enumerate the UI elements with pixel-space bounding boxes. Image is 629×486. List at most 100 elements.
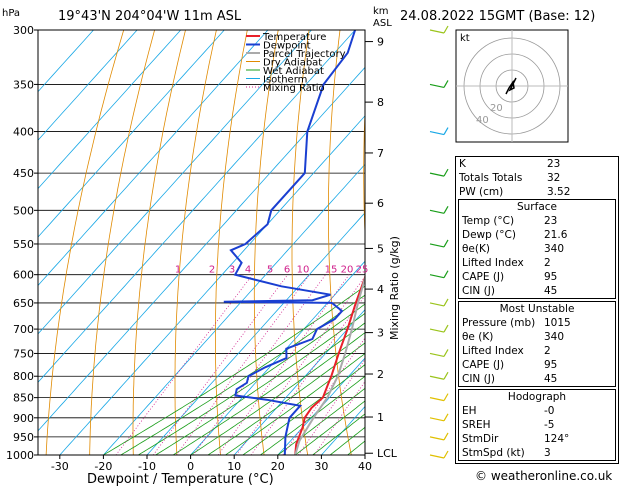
wind-barb bbox=[429, 172, 445, 177]
mixing-ratio-line bbox=[217, 274, 350, 455]
wind-barb bbox=[429, 375, 445, 380]
wind-barb bbox=[429, 209, 445, 214]
mu-value: 1015 bbox=[544, 317, 571, 329]
wind-barb-flag bbox=[443, 393, 449, 401]
surface-value: 95 bbox=[544, 271, 558, 283]
hodograph-table-title: Hodograph bbox=[507, 391, 567, 403]
mixing-ratio-label: 15 bbox=[325, 265, 338, 276]
mixing-ratio-label: 3 bbox=[229, 265, 235, 276]
wet-adiabat bbox=[225, 352, 365, 455]
km-tick-label: 4 bbox=[377, 283, 384, 296]
index-value: 23 bbox=[547, 158, 561, 170]
pressure-tick-label: 950 bbox=[13, 431, 34, 444]
mu-label: Lifted Index bbox=[462, 345, 524, 357]
hodograph-unit-label: kt bbox=[460, 33, 470, 44]
dry-adiabat bbox=[132, 30, 186, 455]
mixing-ratio-label: 1 bbox=[175, 265, 181, 276]
legend-label: Isotherm bbox=[263, 75, 307, 86]
mixing-ratio-line bbox=[192, 274, 326, 455]
wind-barb-flag bbox=[443, 270, 449, 278]
wet-adiabat bbox=[172, 322, 365, 455]
hodo-row: SREH -5 bbox=[459, 418, 615, 432]
wind-barb bbox=[429, 454, 445, 459]
wind-barb bbox=[429, 29, 445, 34]
km-tick-label: LCL bbox=[377, 447, 398, 460]
dry-adiabat bbox=[214, 30, 248, 455]
wind-barb bbox=[429, 328, 445, 333]
mu-row: CIN (J) 45 bbox=[459, 372, 615, 386]
surface-row: θe(K) 340 bbox=[459, 242, 615, 256]
mu-label: θe (K) bbox=[462, 331, 494, 343]
dry-adiabat bbox=[363, 103, 365, 242]
surface-label: CAPE (J) bbox=[462, 271, 505, 283]
x-axis-title: Dewpoint / Temperature (°C) bbox=[87, 472, 274, 486]
mu-label: CIN (J) bbox=[462, 373, 495, 385]
hodo-label: StmSpd (kt) bbox=[462, 447, 525, 459]
most-unstable-section: Most Unstable Pressure (mb) 1015 θe (K) 340… bbox=[458, 301, 616, 387]
most-unstable-title: Most Unstable bbox=[499, 303, 575, 315]
wind-barb bbox=[429, 302, 445, 307]
pressure-tick-label: 750 bbox=[13, 347, 34, 360]
wind-barb-flag bbox=[443, 168, 449, 177]
mu-row: Pressure (mb) 1015 bbox=[459, 316, 615, 330]
isotherm bbox=[38, 30, 356, 383]
surface-label: CIN (J) bbox=[462, 285, 495, 297]
mu-row: CAPE (J) 95 bbox=[459, 358, 615, 372]
surface-row: CAPE (J) 95 bbox=[459, 270, 615, 284]
mixing-ratio-axis-title: Mixing Ratio (g/kg) bbox=[388, 236, 401, 340]
dry-adiabat bbox=[618, 30, 629, 455]
index-value: 32 bbox=[547, 172, 561, 184]
legend-label: Temperature bbox=[262, 32, 326, 43]
pressure-tick-label: 350 bbox=[13, 78, 34, 91]
copyright-footer[interactable]: © weatheronline.co.uk bbox=[475, 469, 613, 483]
wet-adiabat bbox=[120, 294, 365, 455]
wind-barb-flag bbox=[443, 127, 449, 135]
x-tick-label: -20 bbox=[94, 460, 112, 473]
surface-value: 21.6 bbox=[544, 229, 568, 241]
dry-adiabat bbox=[327, 30, 352, 455]
pressure-tick-label: 450 bbox=[13, 167, 34, 180]
index-value: 3.52 bbox=[547, 186, 571, 198]
axes: 3003504004505005506006507007508008509009… bbox=[6, 24, 398, 473]
pressure-tick-label: 850 bbox=[13, 392, 34, 405]
wind-barb-flag bbox=[443, 80, 449, 88]
surface-value: 340 bbox=[544, 243, 565, 255]
pressure-tick-label: 400 bbox=[13, 126, 34, 139]
index-row: K 23 bbox=[456, 157, 618, 171]
mixing-ratio-line bbox=[250, 294, 365, 455]
wind-barb bbox=[429, 130, 445, 136]
pressure-tick-label: 600 bbox=[13, 269, 34, 282]
wind-barb-flag bbox=[443, 239, 449, 248]
pressure-tick-label: 650 bbox=[13, 297, 34, 310]
wind-barb bbox=[429, 352, 445, 358]
isotherm bbox=[38, 30, 269, 287]
mu-label: Pressure (mb) bbox=[462, 317, 536, 329]
location-title: 19°43'N 204°04'W 11m ASL bbox=[58, 9, 242, 24]
wind-barb-flag bbox=[443, 413, 449, 422]
hodo-label: StmDir bbox=[462, 433, 499, 445]
mixing-ratio-line bbox=[313, 380, 365, 455]
legend-label: Parcel Trajectory bbox=[263, 49, 346, 60]
isotherm bbox=[59, 115, 365, 455]
dry-adiabat bbox=[174, 30, 217, 455]
wind-barb bbox=[429, 436, 445, 441]
mu-value: 45 bbox=[544, 373, 558, 385]
pressure-tick-label: 1000 bbox=[6, 449, 34, 462]
mixing-ratio-line bbox=[175, 274, 310, 455]
pressure-tick-label: 550 bbox=[13, 238, 34, 251]
index-label: Totals Totals bbox=[459, 172, 523, 184]
dry-adiabat bbox=[89, 30, 155, 455]
legend-label: Dry Adiabat bbox=[263, 58, 322, 69]
mu-row: Lifted Index 2 bbox=[459, 344, 615, 358]
mixing-ratio-line bbox=[115, 274, 253, 455]
asl-label: ASL bbox=[373, 18, 392, 29]
dewpoint-line bbox=[223, 30, 357, 455]
index-label: K bbox=[459, 158, 466, 170]
wet-adiabat bbox=[260, 375, 365, 455]
surface-value: 2 bbox=[544, 257, 551, 269]
isotherm bbox=[321, 405, 365, 455]
isotherm bbox=[233, 309, 365, 455]
mixing-ratio-line bbox=[152, 274, 289, 455]
datetime-title: 24.08.2022 15GMT (Base: 12) bbox=[400, 9, 595, 24]
